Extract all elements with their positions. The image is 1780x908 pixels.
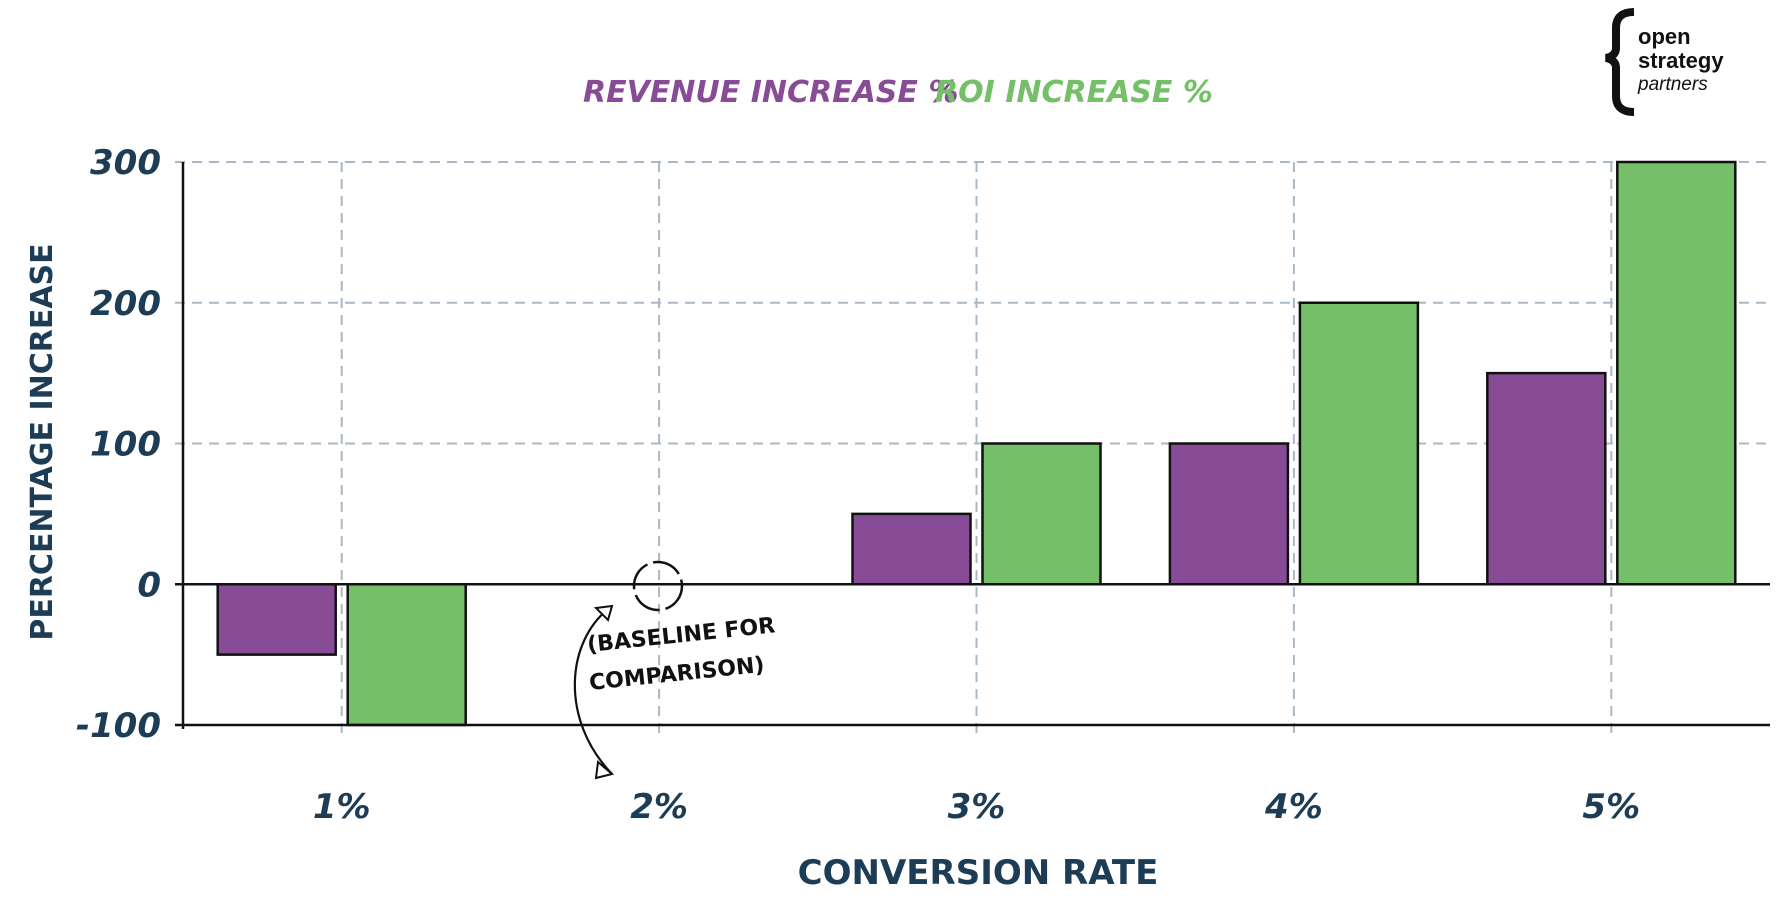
annotation-line-1: (BASELINE FOR bbox=[586, 613, 776, 658]
x-tick-label: 1% bbox=[313, 787, 371, 827]
revenue-bar bbox=[1168, 442, 1290, 586]
y-tick-label: -100 bbox=[76, 706, 161, 746]
open-strategy-partners-logo: open strategy partners bbox=[1605, 8, 1724, 116]
legend: REVENUE INCREASE % ROI INCREASE % bbox=[583, 75, 1213, 110]
legend-roi-label: ROI INCREASE % bbox=[935, 75, 1213, 110]
roi-bar bbox=[981, 442, 1102, 586]
roi-bar bbox=[1616, 160, 1737, 586]
bars bbox=[216, 160, 1737, 727]
baseline-annotation: (BASELINE FOR COMPARISON) bbox=[573, 560, 776, 780]
roi-bar bbox=[346, 583, 467, 727]
revenue-bar bbox=[1486, 371, 1607, 586]
axes bbox=[175, 162, 1770, 729]
arrow-head-down-icon bbox=[594, 760, 615, 780]
logo-line-3: partners bbox=[1637, 74, 1708, 95]
y-axis-title: PERCENTAGE INCREASE bbox=[25, 243, 60, 640]
y-tick-label: 100 bbox=[90, 425, 161, 465]
y-tick-label: 0 bbox=[137, 565, 161, 605]
x-tick-label: 2% bbox=[630, 787, 688, 827]
legend-revenue-label: REVENUE INCREASE % bbox=[583, 75, 958, 110]
logo-brace-icon bbox=[1605, 8, 1635, 116]
x-tick-label: 4% bbox=[1264, 787, 1323, 827]
y-tick-label: 200 bbox=[90, 284, 161, 324]
tick-labels: -100 0 100 200 300 1% 2% 3% 4% 5% bbox=[76, 143, 1640, 827]
y-tick-label: 300 bbox=[90, 143, 161, 183]
x-tick-label: 5% bbox=[1582, 787, 1640, 827]
revenue-bar bbox=[216, 583, 337, 656]
logo-line-2: strategy bbox=[1638, 48, 1724, 73]
roi-bar bbox=[1298, 301, 1420, 586]
baseline-marker-circle bbox=[632, 560, 684, 612]
revenue-bar bbox=[851, 512, 972, 586]
x-axis-title: CONVERSION RATE bbox=[798, 853, 1159, 893]
annotation-arrow bbox=[573, 605, 613, 775]
arrow-head-up-icon bbox=[593, 604, 614, 622]
annotation-line-2: COMPARISON) bbox=[588, 653, 766, 696]
logo-line-1: open bbox=[1638, 24, 1691, 49]
x-tick-label: 3% bbox=[948, 787, 1006, 827]
